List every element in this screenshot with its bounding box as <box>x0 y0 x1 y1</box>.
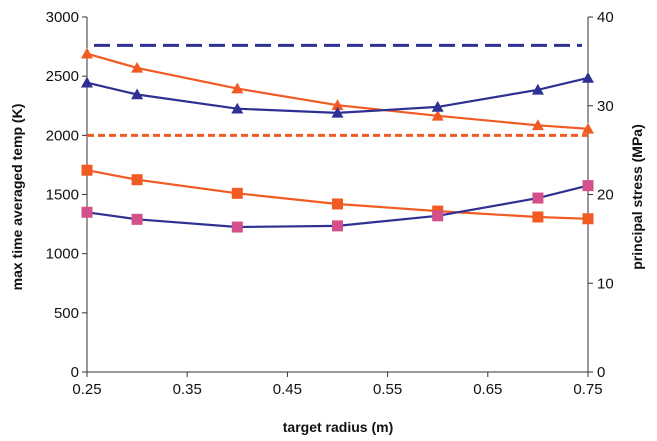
data-point <box>431 109 444 121</box>
y2-tick-label: 30 <box>597 98 614 115</box>
x-tick-label: 0.45 <box>273 381 302 398</box>
y2-tick-label: 20 <box>597 187 614 204</box>
data-point <box>231 221 243 233</box>
data-point <box>582 213 594 225</box>
data-point <box>432 210 444 222</box>
data-point <box>131 174 143 186</box>
data-point <box>81 47 93 59</box>
y-tick-label: 2500 <box>46 68 79 85</box>
y-axis-title: max time averaged temp (K) <box>9 104 25 291</box>
series-6 <box>81 180 594 233</box>
y2-tick-label: 10 <box>597 275 614 292</box>
data-point <box>582 71 594 83</box>
y-tick-label: 1000 <box>46 246 79 263</box>
series-4 <box>81 71 594 118</box>
data-point <box>231 82 244 94</box>
x-tick-label: 0.25 <box>72 381 101 398</box>
x-tick-label: 0.55 <box>373 381 402 398</box>
data-point <box>431 100 444 112</box>
series <box>81 47 594 233</box>
data-point <box>331 106 344 118</box>
data-point <box>131 61 144 73</box>
series-3 <box>81 47 594 134</box>
data-point <box>231 187 243 199</box>
tick-labels: 0 500 1000 1500 2000 2500 3000 0 10 20 30 40 0.25 0.3… <box>46 9 614 398</box>
y2-tick-label: 0 <box>597 364 605 381</box>
series-line <box>86 169 589 220</box>
data-point <box>331 99 344 110</box>
data-point <box>81 76 93 88</box>
reference-lines <box>87 43 588 137</box>
data-point <box>81 164 93 176</box>
y-tick-label: 1500 <box>46 187 79 204</box>
data-point <box>531 119 544 131</box>
x-tick-label: 0.65 <box>473 381 502 398</box>
data-point <box>131 213 143 225</box>
y2-tick-label: 40 <box>597 9 614 26</box>
x-tick-label: 0.75 <box>573 381 602 398</box>
data-point <box>532 192 544 204</box>
y-tick-label: 3000 <box>46 9 79 26</box>
data-point <box>131 88 144 100</box>
x-tick-label: 0.35 <box>173 381 202 398</box>
data-point <box>532 211 544 223</box>
y-tick-label: 2000 <box>46 127 79 144</box>
x-axis-title: target radius (m) <box>283 419 393 435</box>
data-point <box>531 83 544 95</box>
y-tick-label: 500 <box>54 305 79 322</box>
y-tick-label: 0 <box>71 364 79 381</box>
data-point <box>332 220 343 232</box>
y2-axis-title: principal stress (MPa) <box>629 124 645 270</box>
data-point <box>582 122 594 134</box>
data-point <box>81 206 93 218</box>
axes <box>82 16 593 377</box>
data-point <box>582 180 594 192</box>
data-point <box>332 198 343 210</box>
data-point <box>231 102 244 114</box>
series-5 <box>81 164 594 225</box>
